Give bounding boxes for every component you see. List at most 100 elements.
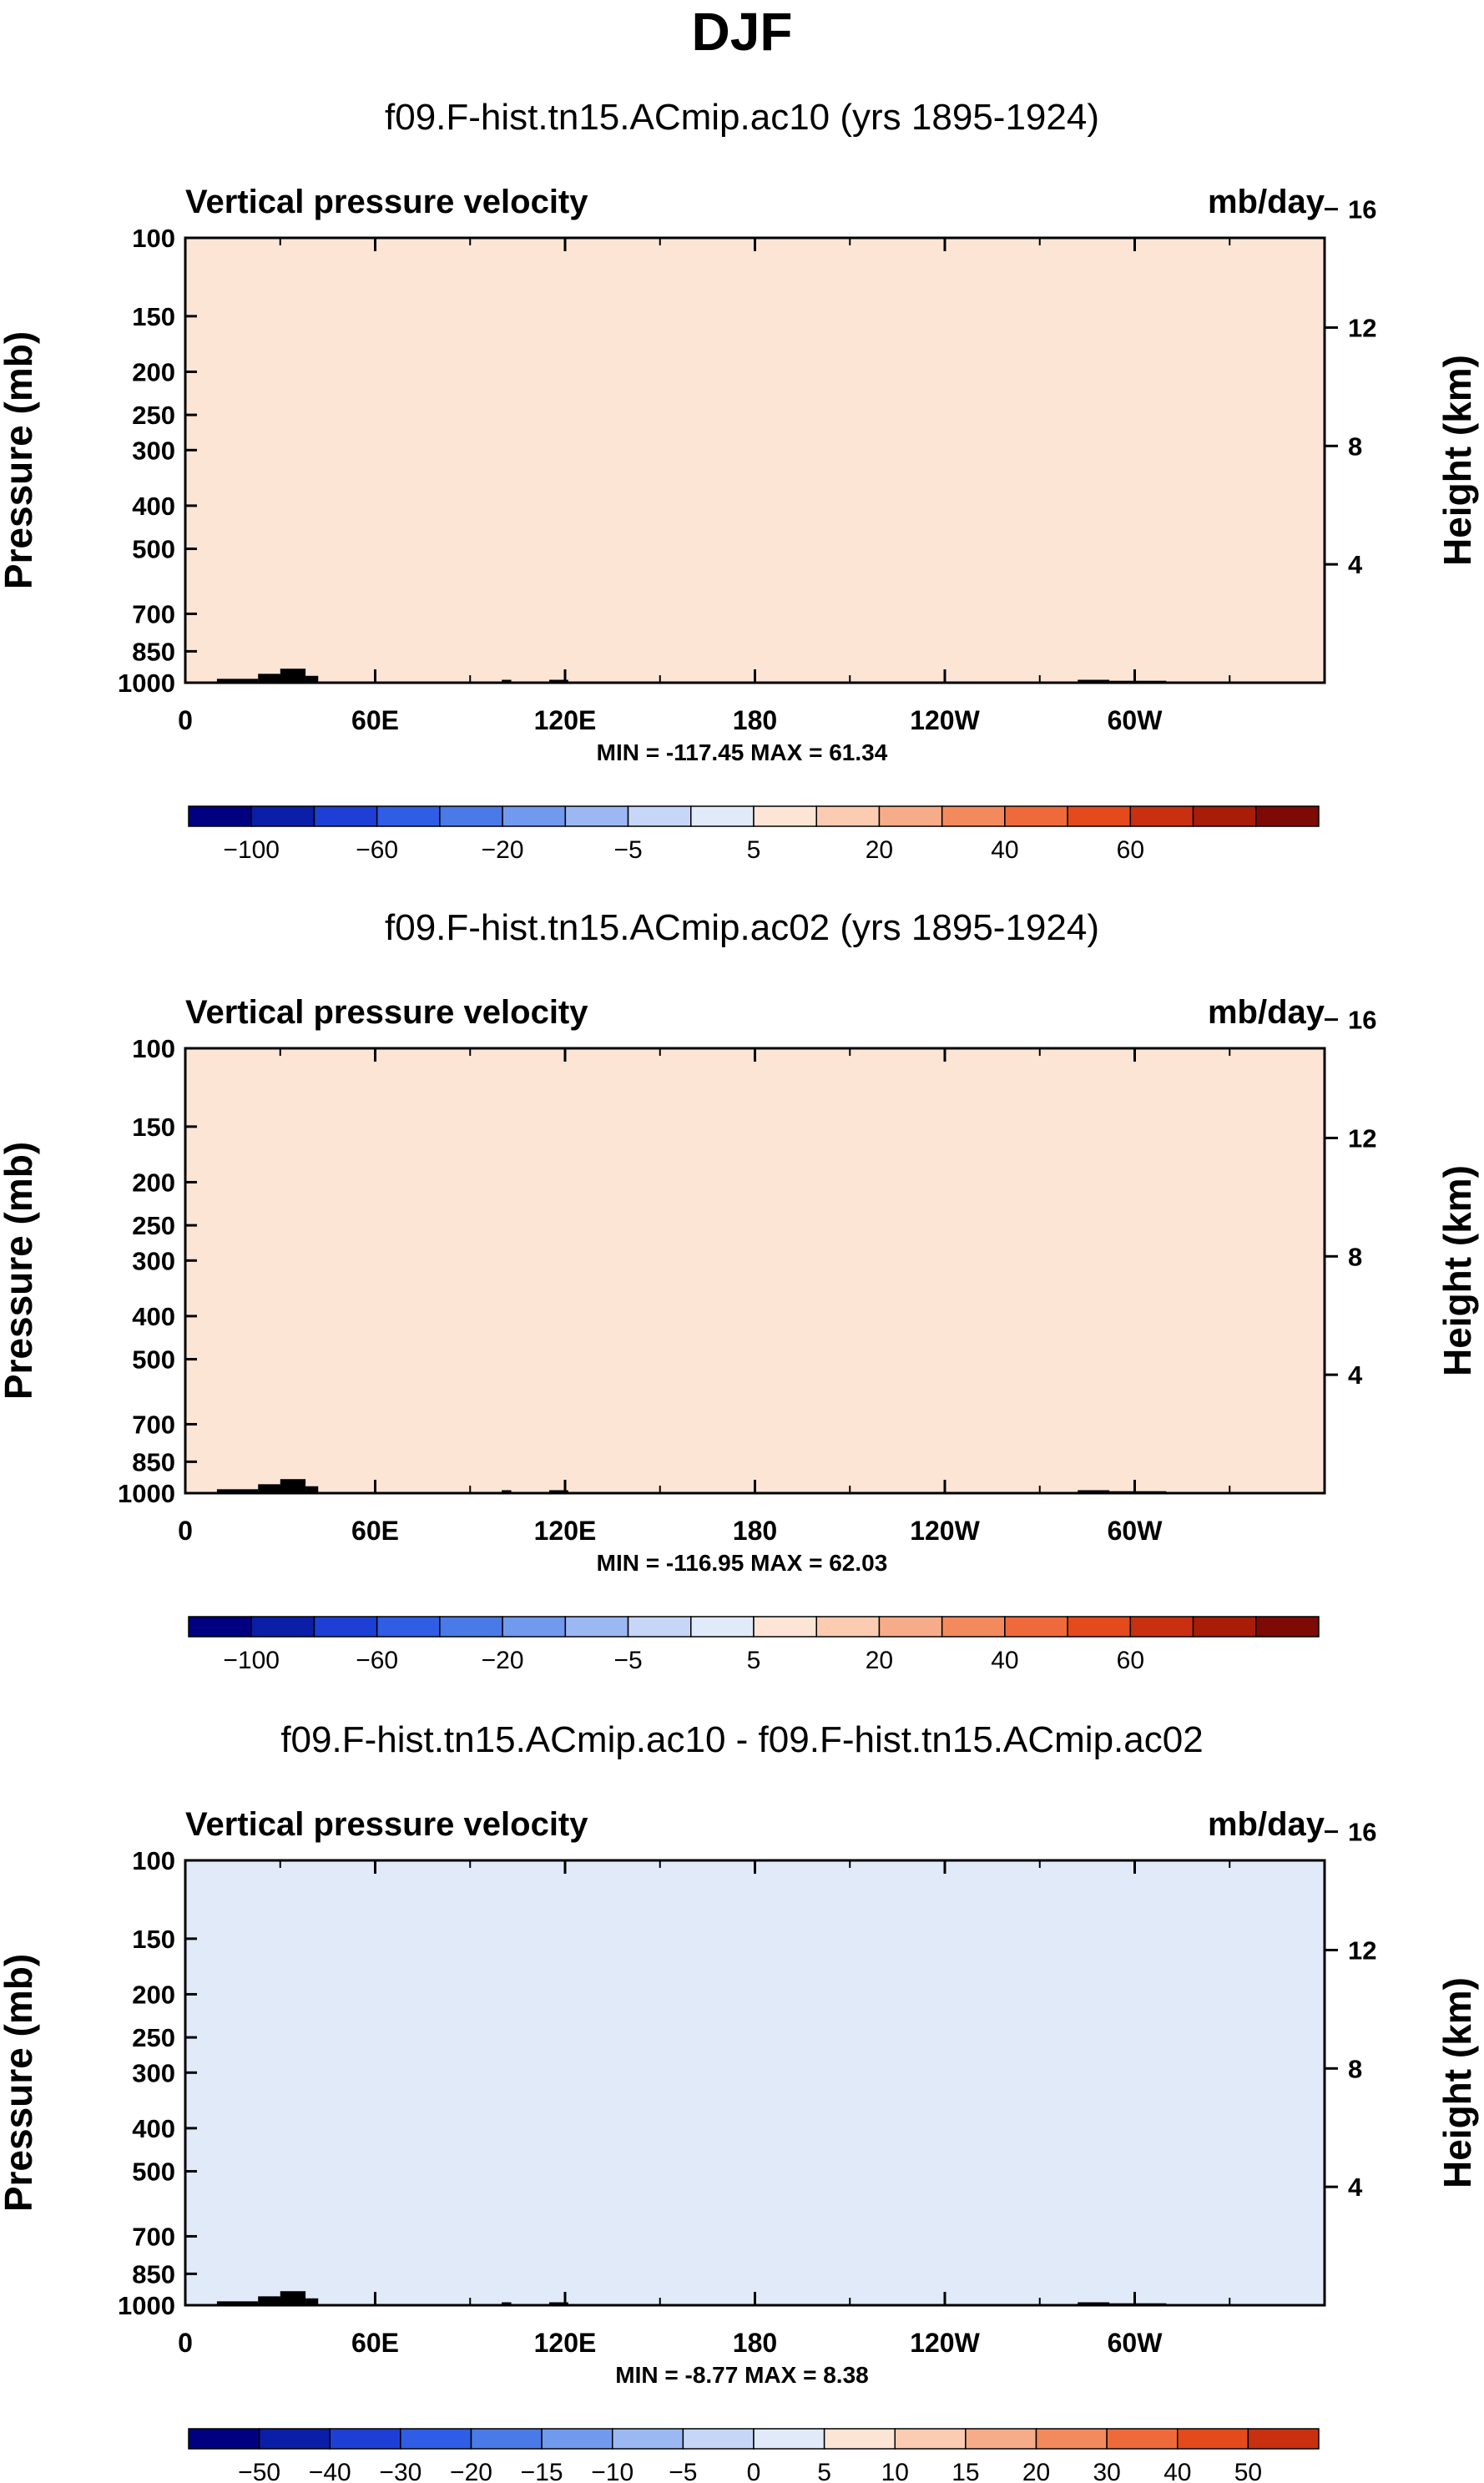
- colorbar-swatch: [1004, 805, 1068, 827]
- topography: [549, 679, 568, 683]
- colorbar-swatch: [470, 2428, 543, 2450]
- colorbar-label: 60: [1117, 836, 1144, 864]
- colorbar-swatch: [1067, 805, 1132, 827]
- y-tick-label: 200: [132, 357, 175, 386]
- colorbar-swatch: [965, 2428, 1037, 2450]
- y-right-tick-label: 8: [1348, 2054, 1362, 2083]
- y-tick-label: 100: [132, 224, 175, 253]
- colorbar-label: 15: [951, 2459, 979, 2483]
- x-tick-label: 60E: [351, 705, 399, 735]
- topography: [280, 1479, 306, 1493]
- contour-field: [185, 238, 1325, 683]
- y-right-tick-label: 16: [1348, 195, 1376, 225]
- colorbar-label: 30: [1093, 2459, 1120, 2483]
- x-tick-label: 180: [733, 1516, 777, 1546]
- y-axis-label: Pressure (mb): [0, 331, 40, 589]
- topography: [258, 674, 280, 683]
- topography: [216, 679, 259, 683]
- contour-region: [185, 1860, 1325, 2305]
- topography: [305, 1486, 319, 1493]
- colorbar-label: 0: [747, 2459, 761, 2483]
- colorbar-label: −100: [223, 836, 280, 864]
- colorbar-swatch: [894, 2428, 967, 2450]
- left-label: Vertical pressure velocity: [185, 184, 588, 220]
- colorbar-swatch: [941, 805, 1006, 827]
- colorbar-label: −5: [669, 2459, 697, 2483]
- colorbar-swatch: [690, 1616, 755, 1638]
- colorbar: −50 −40 −30 −20 −15 −10 −5 0 5 10 15 20 30 40 50: [188, 2428, 1320, 2483]
- colorbar-swatch: [1255, 805, 1320, 827]
- colorbar-label: 50: [1234, 2459, 1262, 2483]
- colorbar-label: 5: [747, 1647, 761, 1674]
- panel-3: f09.F-hist.tn15.ACmip.ac10 - f09.F-hist.…: [0, 1719, 1479, 2483]
- topography: [216, 1489, 259, 1493]
- y-axis-label: Pressure (mb): [0, 1954, 40, 2212]
- colorbar-swatch: [439, 805, 503, 827]
- y-right-tick-label: 4: [1348, 2173, 1363, 2202]
- panel-1: f09.F-hist.tn15.ACmip.ac10 (yrs 1895-192…: [0, 97, 1479, 864]
- units-label: mb/day: [1208, 1806, 1325, 1843]
- x-tick-label: 60E: [351, 2328, 399, 2358]
- y-right-tick-label: 12: [1348, 1935, 1376, 1965]
- y-tick-label: 700: [132, 1410, 175, 1439]
- y-tick-label: 1000: [118, 1479, 175, 1508]
- colorbar-label: −5: [613, 836, 642, 864]
- min-max-stats: MIN = -8.77 MAX = 8.38: [615, 2362, 868, 2388]
- topography: [1078, 2302, 1110, 2305]
- topography: [549, 1490, 568, 1493]
- colorbar-swatch: [815, 1616, 881, 1638]
- colorbar-label: 5: [817, 2459, 831, 2483]
- topography: [305, 675, 319, 683]
- y-tick-label: 300: [132, 1246, 175, 1275]
- season-title: DJF: [692, 2, 793, 62]
- x-tick-label: 60W: [1108, 705, 1163, 735]
- topography: [502, 2302, 512, 2305]
- colorbar-swatch: [627, 805, 692, 827]
- colorbar-swatch: [564, 805, 629, 827]
- colorbar-swatch: [541, 2428, 613, 2450]
- colorbar-label: 20: [866, 836, 893, 864]
- colorbar-swatch: [612, 2428, 684, 2450]
- contour-field: [185, 1048, 1325, 1493]
- x-tick-label: 120W: [910, 2328, 980, 2358]
- topography: [502, 1490, 512, 1493]
- topography: [258, 2296, 280, 2305]
- x-tick-label: 0: [178, 705, 193, 735]
- y-tick-label: 500: [132, 2157, 175, 2187]
- colorbar-label: −20: [482, 1647, 524, 1674]
- colorbar-label: 5: [747, 836, 761, 864]
- topography: [502, 679, 512, 683]
- y-tick-label: 850: [132, 1447, 175, 1476]
- colorbar-label: −20: [450, 2459, 492, 2483]
- panel-title: f09.F-hist.tn15.ACmip.ac10 - f09.F-hist.…: [280, 1719, 1203, 1760]
- topography: [258, 1484, 280, 1493]
- y-tick-label: 850: [132, 637, 175, 666]
- colorbar-swatch: [941, 1616, 1006, 1638]
- x-tick-label: 60E: [351, 1516, 399, 1546]
- y-tick-label: 850: [132, 2259, 175, 2289]
- units-label: mb/day: [1208, 184, 1325, 220]
- colorbar-label: −5: [613, 1647, 642, 1674]
- y-right-tick-label: 8: [1348, 431, 1362, 461]
- y-tick-label: 150: [132, 1925, 175, 1954]
- colorbar-label: −60: [356, 1647, 398, 1674]
- colorbar-swatch: [753, 2428, 825, 2450]
- colorbar-swatch: [313, 805, 378, 827]
- panel-title: f09.F-hist.tn15.ACmip.ac02 (yrs 1895-192…: [385, 907, 1099, 948]
- x-tick-label: 180: [733, 705, 777, 735]
- colorbar-swatch: [690, 805, 755, 827]
- colorbar-swatch: [878, 805, 943, 827]
- x-tick-label: 60W: [1108, 2328, 1163, 2358]
- y-right-tick-label: 4: [1348, 550, 1363, 579]
- colorbar-swatch: [1177, 2428, 1249, 2450]
- colorbar-swatch: [1192, 1616, 1257, 1638]
- colorbar-label: 20: [866, 1647, 893, 1674]
- colorbar-swatch: [1035, 2428, 1108, 2450]
- colorbar-label: −10: [591, 2459, 633, 2483]
- topography: [1078, 1490, 1110, 1493]
- contour-region: [185, 238, 1325, 683]
- colorbar: −100 −60 −20 −5 5 20 40 60: [188, 1616, 1320, 1674]
- y-right-axis-label: Height (km): [1436, 1165, 1479, 1376]
- colorbar-label: −20: [482, 836, 524, 864]
- y-tick-label: 250: [132, 401, 175, 430]
